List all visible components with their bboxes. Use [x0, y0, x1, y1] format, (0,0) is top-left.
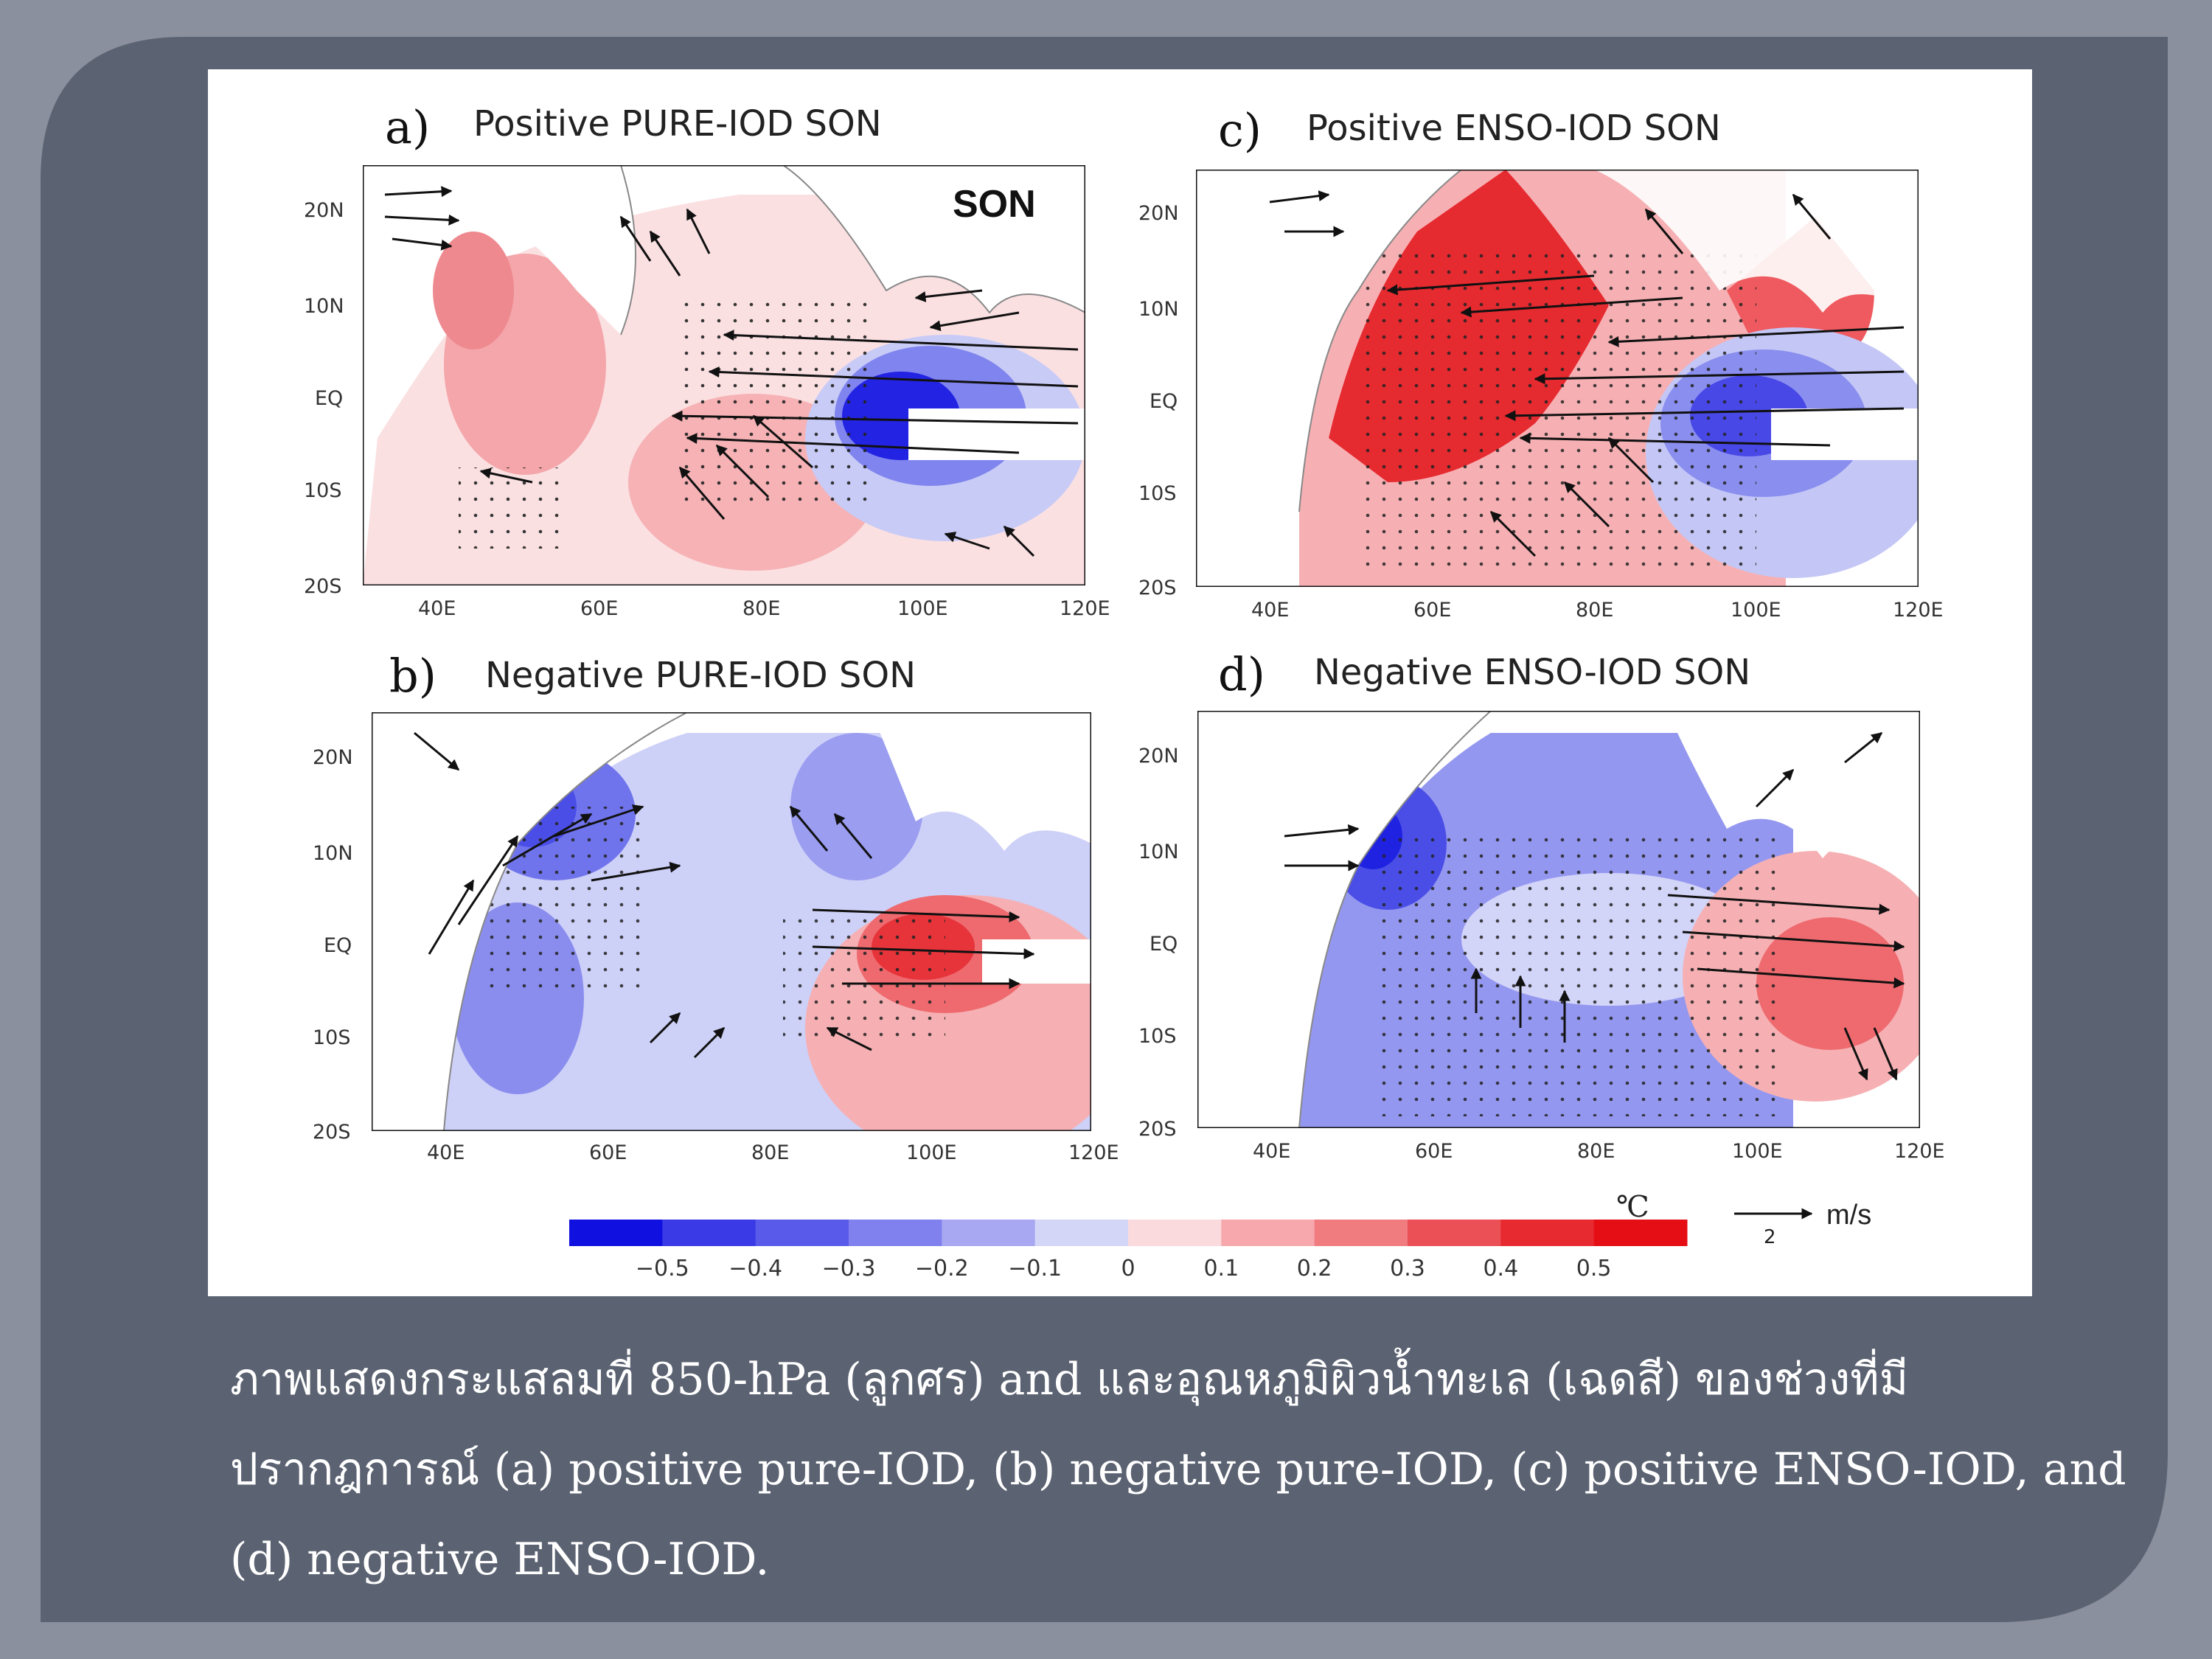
lat-tick: 10S — [1138, 482, 1177, 505]
panel-d-letter: d) — [1218, 647, 1265, 701]
lat-tick: 20N — [304, 199, 344, 222]
colorbar-label: −0.2 — [915, 1256, 969, 1281]
colorbar-swatch — [755, 1220, 849, 1246]
lon-tick: 120E — [1060, 597, 1110, 620]
lon-tick: 40E — [418, 597, 456, 620]
lon-tick: 60E — [580, 597, 618, 620]
panel-a-inset-label: SON — [953, 183, 1036, 226]
lat-tick: 20N — [313, 746, 353, 769]
panel-a-title: Positive PURE-IOD SON — [473, 103, 882, 145]
lon-tick: 100E — [897, 597, 948, 620]
panel-b-letter: b) — [389, 649, 437, 703]
map-panel-b — [372, 712, 1091, 1131]
colorbar-label: −0.1 — [1008, 1256, 1062, 1281]
lat-tick: 20N — [1138, 745, 1179, 768]
colorbar-label: 0.3 — [1390, 1256, 1425, 1281]
lon-tick: 120E — [1894, 1140, 1945, 1163]
lat-tick: EQ — [315, 387, 343, 410]
colorbar-swatch — [662, 1220, 757, 1246]
lat-ticks-d: 20N 10N EQ 10S 20S — [1138, 745, 1179, 1141]
lon-tick: 40E — [427, 1141, 465, 1164]
colorbar-swatch — [942, 1220, 1036, 1246]
colorbar-swatch — [1314, 1220, 1408, 1246]
colorbar-label: −0.4 — [728, 1256, 782, 1281]
colorbar-unit: ℃ — [1616, 1190, 1649, 1224]
lat-tick: 20S — [313, 1121, 351, 1144]
lon-tick: 80E — [1576, 599, 1613, 622]
colorbar-swatch — [1128, 1220, 1222, 1246]
lon-tick: 80E — [751, 1141, 789, 1164]
figure-graphic: a) Positive PURE-IOD SON SON c) Positive… — [304, 100, 1945, 1281]
reference-vector-unit: m/s — [1826, 1200, 1871, 1231]
lon-tick: 100E — [1732, 1140, 1783, 1163]
lon-tick: 80E — [742, 597, 780, 620]
lon-tick: 100E — [906, 1141, 957, 1164]
lat-tick: 20S — [1138, 1118, 1177, 1141]
lat-ticks-b: 20N 10N EQ 10S 20S — [313, 746, 353, 1144]
lon-tick: 100E — [1731, 599, 1781, 622]
colorbar-swatch — [1221, 1220, 1315, 1246]
colorbar-swatch — [1034, 1220, 1129, 1246]
lon-tick: 120E — [1068, 1141, 1119, 1164]
lat-tick: 10N — [1138, 298, 1179, 321]
lon-ticks-c: 40E 60E 80E 100E 120E — [1251, 599, 1944, 622]
lon-ticks-a: 40E 60E 80E 100E 120E — [418, 597, 1110, 620]
colorbar-label: −0.3 — [822, 1256, 876, 1281]
lon-tick: 40E — [1253, 1140, 1290, 1163]
lat-tick: 10S — [1138, 1025, 1177, 1048]
panel-c-title: Positive ENSO-IOD SON — [1307, 108, 1721, 149]
lat-tick: 10S — [313, 1026, 351, 1049]
lat-tick: 10N — [304, 295, 344, 318]
lat-tick: EQ — [1150, 933, 1178, 956]
lon-ticks-d: 40E 60E 80E 100E 120E — [1253, 1140, 1945, 1163]
panel-c-letter: c) — [1218, 103, 1262, 157]
caption-line: (d) negative ENSO-IOD. — [230, 1534, 770, 1585]
lon-ticks-b: 40E 60E 80E 100E 120E — [427, 1141, 1119, 1164]
colorbar — [569, 1220, 1688, 1246]
lat-ticks-c: 20N 10N EQ 10S 20S — [1138, 202, 1179, 599]
map-panel-c — [1196, 170, 1919, 587]
map-panel-a — [363, 165, 1085, 585]
colorbar-label: 0 — [1121, 1256, 1135, 1281]
lat-tick: EQ — [324, 934, 352, 957]
figure-caption: ภาพแสดงกระแสลมที่ 850-hPa (ลูกศร) and แล… — [230, 1335, 2126, 1604]
lon-tick: 120E — [1893, 599, 1944, 622]
panel-b-title: Negative PURE-IOD SON — [485, 655, 916, 696]
lat-tick: 10N — [313, 842, 353, 865]
colorbar-label: 0.2 — [1297, 1256, 1332, 1281]
colorbar-label: 0.5 — [1576, 1256, 1612, 1281]
colorbar-swatch — [1408, 1220, 1501, 1246]
lat-tick: EQ — [1150, 390, 1178, 413]
colorbar-swatch — [1593, 1220, 1688, 1246]
colorbar-label: 0.4 — [1483, 1256, 1518, 1281]
colorbar-swatch — [1500, 1220, 1595, 1246]
lon-tick: 60E — [1413, 599, 1451, 622]
lat-tick: 20N — [1138, 202, 1179, 225]
panel-a-letter: a) — [385, 100, 430, 154]
panel-d-title: Negative ENSO-IOD SON — [1314, 652, 1750, 693]
lat-ticks-a: 20N 10N EQ 10S 20S — [304, 199, 344, 598]
colorbar-label: 0.1 — [1203, 1256, 1239, 1281]
caption-line: ภาพแสดงกระแสลมที่ 850-hPa (ลูกศร) and แล… — [230, 1354, 1909, 1405]
lat-tick: 10S — [304, 479, 342, 502]
reference-vector-value: 2 — [1764, 1226, 1776, 1248]
lon-tick: 60E — [1415, 1140, 1453, 1163]
lon-tick: 40E — [1251, 599, 1289, 622]
lat-tick: 20S — [304, 575, 342, 598]
caption-line: ปรากฎการณ์ (a) positive pure-IOD, (b) ne… — [230, 1444, 2126, 1495]
lon-tick: 80E — [1577, 1140, 1615, 1163]
map-panel-d — [1197, 711, 1920, 1128]
lat-tick: 20S — [1138, 577, 1177, 599]
lat-tick: 10N — [1138, 841, 1179, 863]
figure: a) Positive PURE-IOD SON SON c) Positive… — [208, 69, 2032, 1296]
reference-vector: 2 m/s — [1734, 1200, 1871, 1248]
lon-tick: 60E — [589, 1141, 627, 1164]
colorbar-label: −0.5 — [636, 1256, 689, 1281]
colorbar-swatch — [849, 1220, 942, 1246]
colorbar-labels: −0.5 −0.4 −0.3 −0.2 −0.1 0 0.1 0.2 0.3 0.4 0.5 — [636, 1256, 1612, 1281]
colorbar-swatch — [569, 1220, 663, 1246]
